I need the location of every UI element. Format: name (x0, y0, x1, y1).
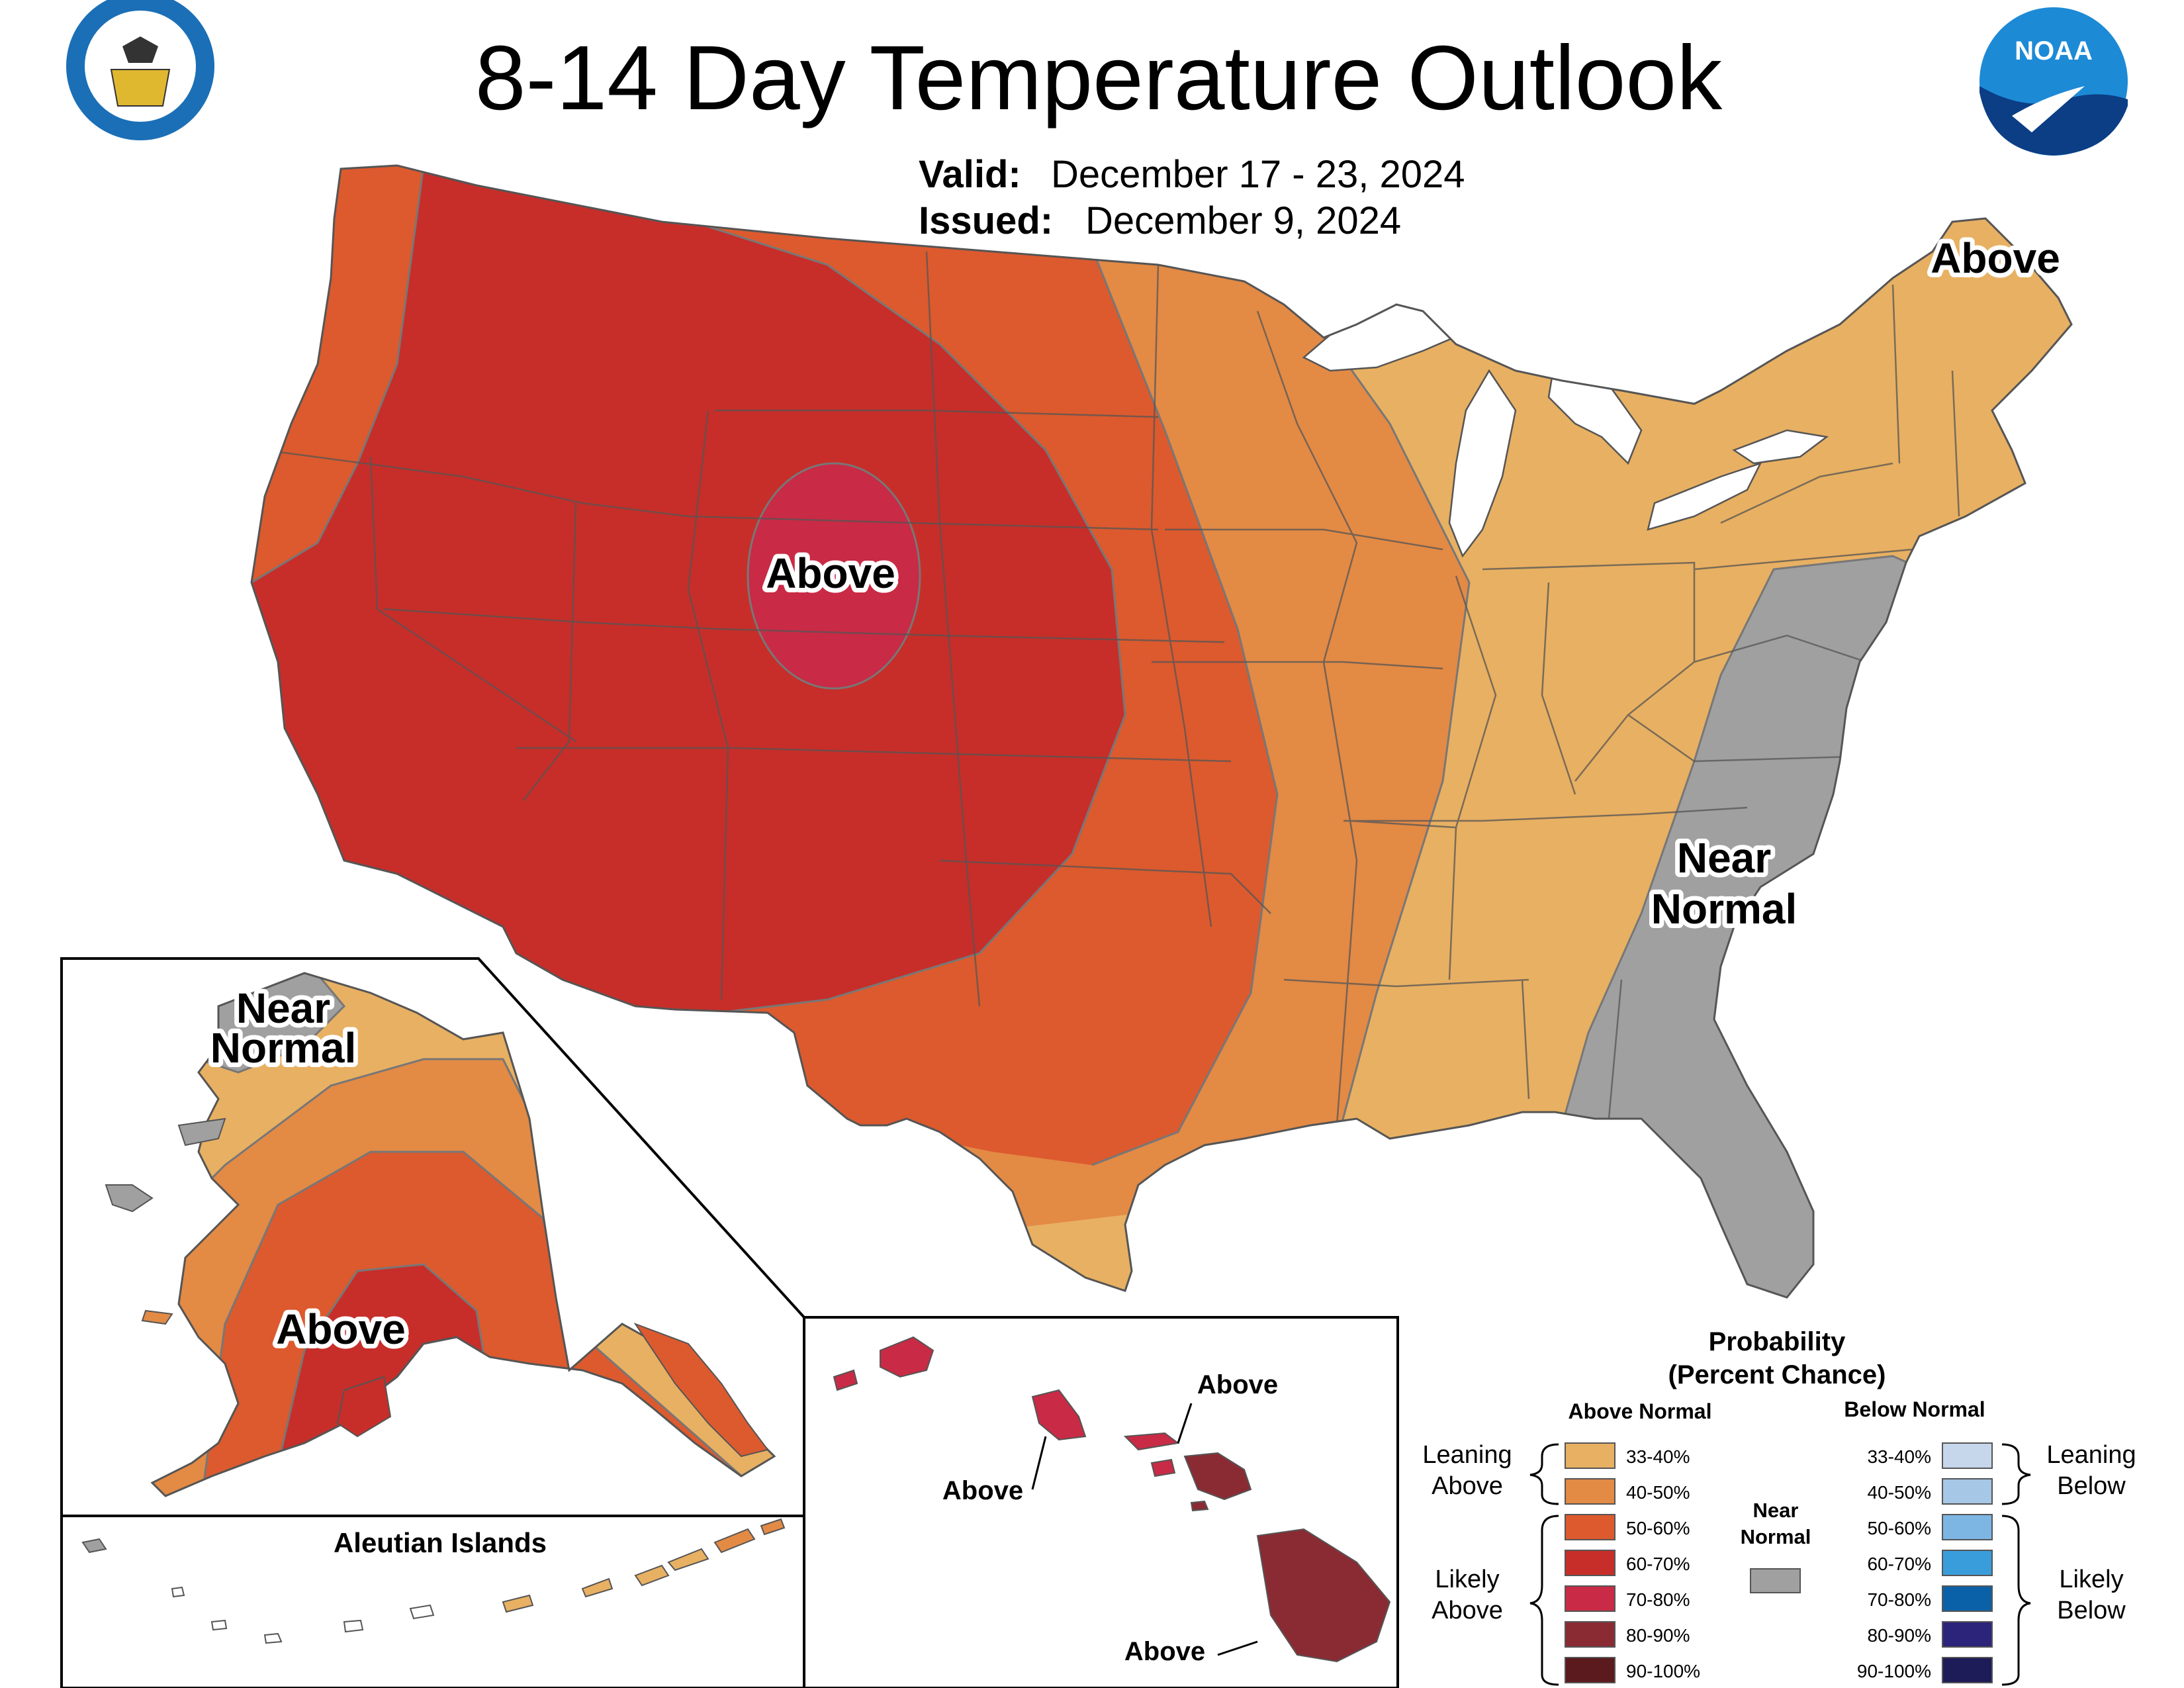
label-hawaii-above-2: Above (942, 1476, 1023, 1505)
label-alaska-near-normal-1: Near (236, 984, 330, 1032)
legend-swatch-above-6 (1565, 1621, 1615, 1648)
legend-likely-below-2: Below (2057, 1597, 2126, 1624)
hawaii-islands (833, 1336, 1391, 1663)
legend-title-1: Probability (1709, 1327, 1846, 1356)
legend-above-range-5: 70-80% (1626, 1589, 1690, 1610)
legend: Probability (Percent Chance) Above Norma… (1422, 1327, 2136, 1686)
label-aleutian-islands: Aleutian Islands (334, 1527, 547, 1558)
inset-frame-alaska (60, 957, 1399, 1688)
legend-swatch-above-2 (1565, 1478, 1615, 1505)
legend-swatch-above-5 (1565, 1585, 1615, 1612)
legend-swatch-above-7 (1565, 1657, 1615, 1683)
legend-title-2: (Percent Chance) (1668, 1360, 1886, 1389)
legend-above-header: Above Normal (1569, 1399, 1712, 1423)
legend-likely-above-1: Likely (1435, 1566, 1499, 1593)
valid-label: Valid: (919, 153, 1021, 196)
label-conus-above-center: Above (766, 549, 895, 597)
legend-above-range-6: 80-90% (1626, 1625, 1690, 1646)
legend-swatch-below-1 (1942, 1442, 1993, 1469)
legend-above-labels: 33-40% 40-50% 50-60% 60-70% 70-80% 80-90… (1626, 1446, 1700, 1681)
label-conus-above-northeast: Above (1931, 234, 2060, 282)
label-conus-near-normal-1: Near (1677, 834, 1771, 882)
legend-below-header: Below Normal (1844, 1397, 1985, 1421)
legend-leaning-below-2: Below (2057, 1472, 2126, 1500)
commerce-seal-icon (66, 0, 214, 140)
legend-below-range-5: 70-80% (1867, 1589, 1931, 1610)
legend-braces (1529, 1443, 2031, 1686)
issued-label: Issued: (919, 199, 1053, 242)
valid-dates: December 17 - 23, 2024 (1051, 153, 1465, 196)
label-hawaii-above-3: Above (1124, 1637, 1205, 1666)
legend-below-range-2: 40-50% (1867, 1482, 1931, 1503)
legend-swatch-near-normal (1750, 1568, 1801, 1593)
legend-near-normal-2: Normal (1741, 1525, 1811, 1548)
page-title: 8-14 Day Temperature Outlook (475, 27, 1723, 129)
legend-below-range-4: 60-70% (1867, 1554, 1931, 1574)
legend-below-range-7: 90-100% (1857, 1661, 1931, 1681)
legend-swatch-above-4 (1565, 1550, 1615, 1576)
legend-leaning-below-1: Leaning (2046, 1441, 2136, 1469)
legend-swatch-above-3 (1565, 1514, 1615, 1540)
legend-above-swatches (1565, 1442, 1615, 1683)
legend-below-range-1: 33-40% (1867, 1446, 1931, 1467)
legend-swatch-below-6 (1942, 1621, 1993, 1648)
label-alaska-near-normal-2: Normal (210, 1024, 357, 1072)
legend-below-swatches (1942, 1442, 1993, 1683)
legend-above-range-7: 90-100% (1626, 1661, 1700, 1681)
issued-date: December 9, 2024 (1085, 199, 1401, 242)
alaska-islands (105, 1117, 769, 1458)
legend-swatch-above-1 (1565, 1442, 1615, 1469)
legend-swatch-below-7 (1942, 1657, 1993, 1683)
band-edge-50 (926, 165, 1279, 1166)
legend-near-normal-1: Near (1753, 1499, 1799, 1522)
legend-above-range-2: 40-50% (1626, 1482, 1690, 1503)
legend-swatch-below-2 (1942, 1478, 1993, 1505)
legend-likely-below-1: Likely (2059, 1566, 2123, 1593)
noaa-logo-icon: NOAA (1979, 7, 2128, 156)
legend-leaning-above-1: Leaning (1422, 1441, 1512, 1469)
legend-likely-above-2: Above (1432, 1597, 1503, 1624)
legend-leaning-above-2: Above (1432, 1472, 1503, 1500)
legend-below-range-6: 80-90% (1867, 1625, 1931, 1646)
label-alaska-above: Above (276, 1305, 406, 1353)
legend-above-range-1: 33-40% (1626, 1446, 1690, 1467)
legend-swatch-below-4 (1942, 1550, 1993, 1576)
alaska-map (152, 973, 774, 1496)
hawaii-leader-lines (1031, 1403, 1258, 1656)
label-hawaii-above-1: Above (1197, 1370, 1278, 1399)
legend-below-labels: 33-40% 40-50% 50-60% 60-70% 70-80% 80-90… (1857, 1446, 1931, 1681)
legend-above-range-4: 60-70% (1626, 1554, 1690, 1574)
legend-below-range-3: 50-60% (1867, 1518, 1931, 1538)
legend-swatch-below-5 (1942, 1585, 1993, 1612)
legend-above-range-3: 50-60% (1626, 1518, 1690, 1538)
aleutian-islands (81, 1518, 786, 1644)
label-conus-near-normal-2: Normal (1651, 885, 1797, 933)
legend-swatch-below-3 (1942, 1514, 1993, 1540)
noaa-logo-text: NOAA (2015, 36, 2093, 66)
state-boundaries (264, 251, 1960, 1126)
